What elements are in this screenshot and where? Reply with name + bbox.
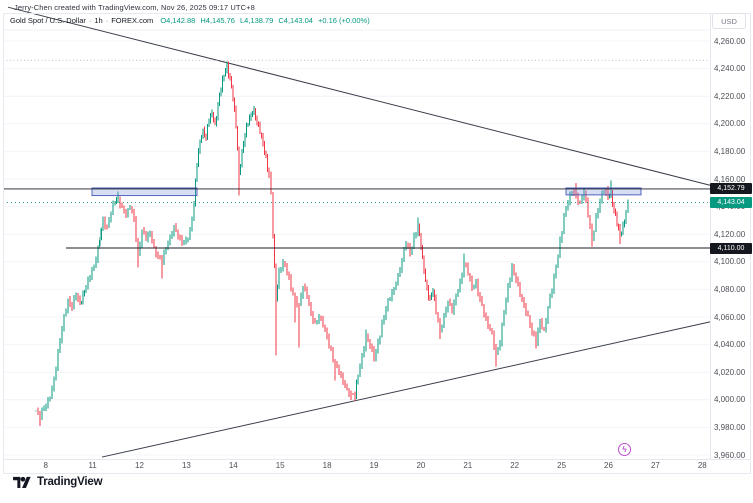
attribution-text: Jerry-Chen created with TradingView.com,… [14,3,255,12]
symbol-name: Gold Spot / U.S. Dollar [10,16,86,25]
economic-event-marker[interactable]: ϟ [618,443,631,456]
price-tick-label: 4,100.00 [714,257,746,267]
lightning-icon: ϟ [622,444,627,454]
price-tick-label: 4,160.00 [714,174,746,184]
time-tick-label: 13 [181,461,191,470]
price-badge-last-price: 4,143.04 [710,196,752,208]
interval-label: 1h [94,16,103,25]
price-tick-label: 4,200.00 [714,119,746,129]
time-tick-label: 28 [697,461,707,470]
time-tick-label: 19 [369,461,379,470]
time-tick-label: 11 [88,461,97,470]
change-value: +0.16 (+0.00%) [317,16,370,25]
separator-dot: · [105,16,109,25]
time-tick-label: 21 [463,461,473,470]
time-tick-label: 14 [228,461,238,470]
time-tick-label: 27 [650,461,660,470]
tradingview-logo-text: TradingView [37,476,103,488]
price-tick-label: 4,020.00 [714,367,746,377]
price-tick-label: 4,060.00 [714,312,746,322]
price-badge-resistance: 4,152.79 [710,183,752,195]
time-tick-label: 15 [275,461,285,470]
time-tick-label: 22 [510,461,520,470]
price-tick-label: 3,960.00 [714,450,746,460]
price-tick-label: 4,040.00 [714,340,746,350]
time-tick-label: 18 [322,461,332,470]
chart-legend: Gold Spot / U.S. Dollar · 1h · FOREX.com O4,1… [10,16,370,25]
time-tick-label: 12 [135,461,144,470]
time-tick-label: 26 [604,461,613,470]
exchange-label: FOREX.com [111,16,154,25]
price-tick-label: 4,180.00 [714,146,746,156]
price-axis[interactable]: 4,260.00 4,240.00 4,220.00 4,200.00 4,180.00… [710,13,753,460]
price-tick-label: 4,220.00 [714,91,746,101]
time-tick-label: 8 [43,461,48,470]
time-tick-label: 25 [557,461,567,470]
price-tick-label: 4,260.00 [714,36,746,46]
separator-dot: · [88,16,92,25]
low-value: L4,138.79 [239,16,274,25]
price-badge-support: 4,110.00 [710,242,752,254]
high-value: H4,145.76 [200,16,235,25]
open-value: O4,142.88 [160,16,196,25]
ohlc-values: O4,142.88 H4,145.76 L4,138.79 C4,143.04 +0.1… [160,16,369,25]
price-tick-label: 4,240.00 [714,64,746,74]
price-tick-label: 4,120.00 [714,229,746,239]
price-tick-label: 4,000.00 [714,395,746,405]
tradingview-mark-icon [13,476,31,488]
time-axis[interactable]: 8 11 12 13 14 15 18 19 20 21 22 25 26 27 28 [3,460,710,473]
time-tick-label: 20 [416,461,426,470]
close-value: C4,143.04 [278,16,313,25]
price-tick-label: 4,080.00 [714,284,746,294]
tradingview-logo[interactable]: TradingView [13,476,103,488]
currency-unit-chip[interactable]: USD [712,13,746,29]
price-tick-label: 3,980.00 [714,422,746,432]
